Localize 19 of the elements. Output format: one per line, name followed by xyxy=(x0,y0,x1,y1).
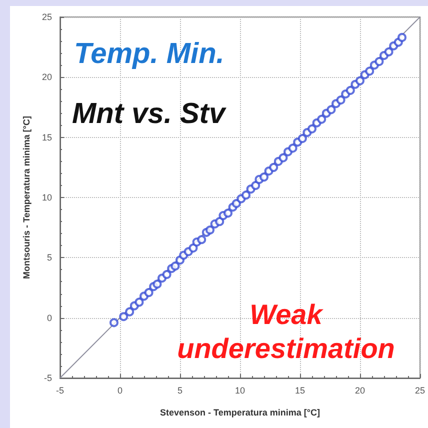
y-tick-label: 15 xyxy=(42,132,52,142)
x-tick-label: 10 xyxy=(234,386,246,396)
x-tick-label: 20 xyxy=(354,386,366,396)
y-axis-title: Montsouris - Temperatura minima [°C] xyxy=(22,116,32,279)
x-tick-label: 0 xyxy=(117,386,123,396)
text: Mnt vs. Stv xyxy=(72,98,226,131)
x-tick-label: 5 xyxy=(177,386,183,396)
y-tick-label: -5 xyxy=(44,373,52,383)
y-tick-label: 10 xyxy=(42,192,52,202)
annotation: Weak underestimation xyxy=(176,298,396,366)
x-tick-label: -5 xyxy=(56,386,64,396)
y-tick-label: 5 xyxy=(46,252,52,263)
y-tick-label: 25 xyxy=(42,12,52,22)
x-tick-label: 25 xyxy=(414,386,425,396)
text: Temp. Min. xyxy=(74,38,224,71)
y-tick-label: 0 xyxy=(46,312,52,323)
x-tick-label: 15 xyxy=(294,386,306,396)
y-tick-label: 20 xyxy=(42,72,52,82)
x-axis-title: Stevenson - Temperatura minima [°C] xyxy=(160,408,320,418)
